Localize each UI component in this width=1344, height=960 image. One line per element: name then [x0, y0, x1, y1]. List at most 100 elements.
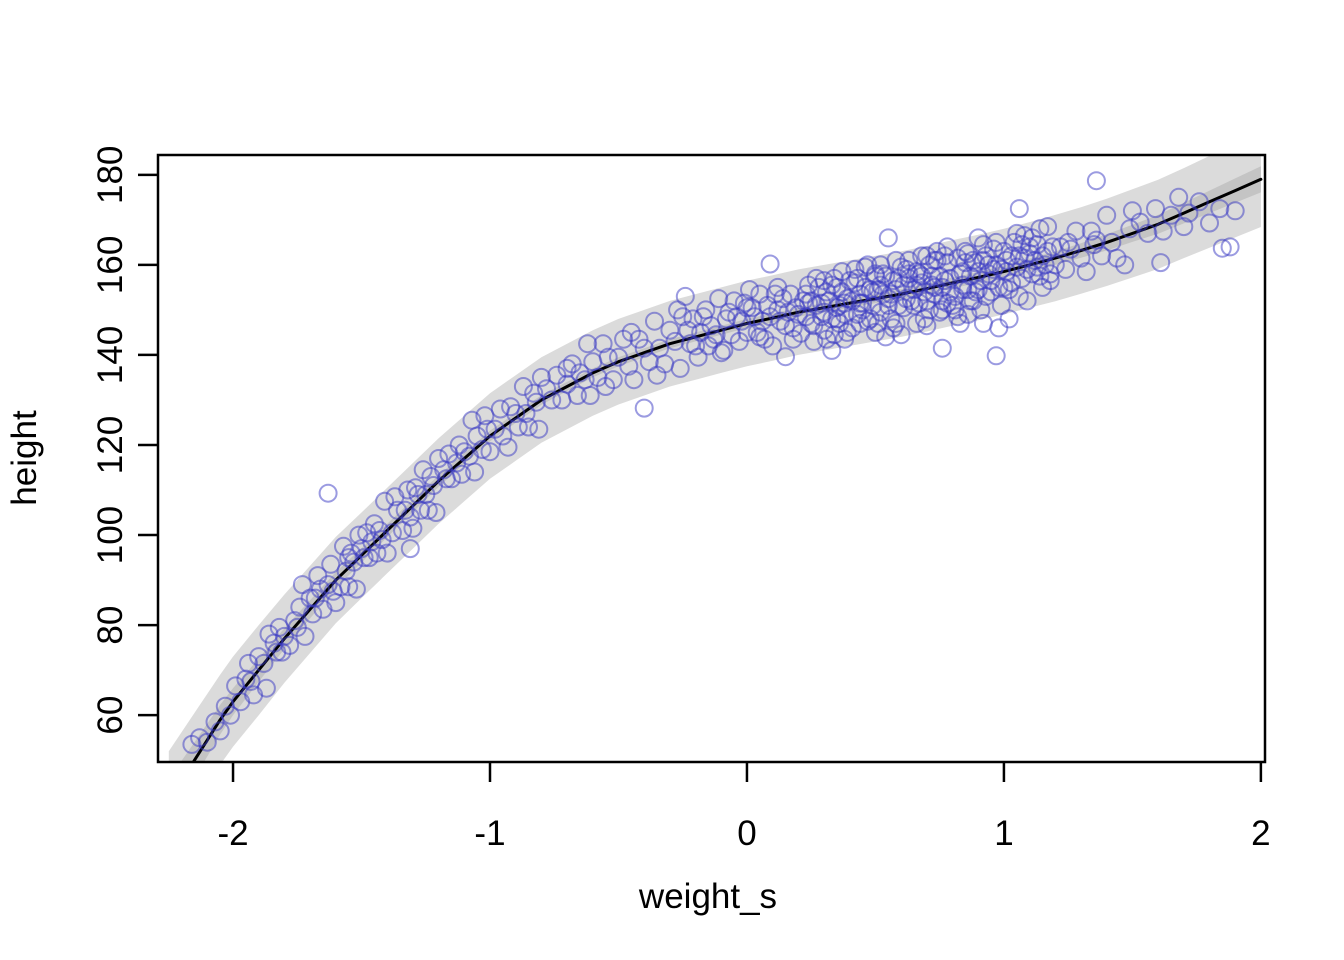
data-point	[341, 543, 361, 563]
data-point	[670, 358, 690, 378]
data-point	[321, 554, 341, 574]
data-point	[449, 435, 469, 455]
data-point	[395, 500, 415, 520]
y-tick-label: 160	[91, 236, 130, 294]
data-point	[506, 404, 526, 423]
data-point	[788, 304, 808, 324]
data-point	[878, 228, 898, 248]
data-point	[598, 347, 618, 367]
data-point	[678, 320, 698, 340]
data-point	[1045, 255, 1065, 275]
data-point	[519, 417, 538, 437]
data-point	[799, 293, 819, 313]
data-point	[984, 259, 1004, 279]
data-point	[760, 254, 780, 274]
data-point	[465, 462, 485, 482]
data-point	[845, 259, 865, 279]
data-point	[1097, 205, 1117, 225]
data-point	[1066, 221, 1086, 241]
x-tick-label: 2	[1251, 814, 1270, 853]
data-point	[531, 367, 551, 387]
scatter-points	[182, 171, 1245, 754]
data-point	[1210, 199, 1230, 219]
data-point	[1146, 199, 1165, 219]
data-point	[997, 250, 1016, 270]
data-point	[197, 732, 217, 752]
y-tick-label: 100	[91, 506, 130, 564]
plot-border	[156, 153, 1267, 764]
data-point	[477, 419, 497, 439]
data-point	[400, 539, 420, 559]
data-point	[1120, 219, 1140, 239]
data-point	[1017, 291, 1037, 311]
data-point	[688, 347, 708, 367]
data-point	[259, 624, 279, 644]
data-point	[239, 653, 258, 673]
data-point	[896, 259, 916, 279]
data-point	[256, 678, 276, 698]
data-point	[1015, 226, 1034, 246]
data-point	[673, 307, 693, 327]
data-point	[305, 588, 325, 608]
data-point	[578, 334, 598, 354]
data-point	[737, 322, 757, 342]
data-point	[1002, 246, 1022, 266]
data-point	[1015, 248, 1034, 268]
data-point	[1020, 237, 1040, 257]
data-point	[290, 597, 310, 617]
data-point	[776, 347, 795, 367]
y-tick-label: 180	[91, 146, 130, 204]
x-axis-title: weight_s	[638, 877, 777, 916]
data-point	[452, 464, 472, 484]
data-point	[1189, 192, 1209, 212]
data-point	[634, 338, 654, 358]
data-point	[958, 280, 978, 300]
data-point	[375, 491, 395, 511]
data-point	[701, 316, 721, 336]
data-point	[1161, 205, 1181, 225]
data-point	[958, 304, 978, 324]
data-point	[418, 500, 438, 520]
y-tick-label: 120	[91, 416, 130, 474]
data-point	[526, 392, 546, 412]
data-point	[339, 577, 359, 597]
data-point	[537, 379, 556, 399]
x-axis-ticks: -2 -1 0 1 2	[217, 762, 1271, 853]
data-point	[706, 325, 726, 345]
data-point	[1071, 248, 1091, 268]
data-point	[891, 325, 911, 345]
data-point	[1012, 268, 1032, 288]
data-point	[1220, 237, 1240, 257]
data-point	[241, 671, 261, 691]
x-tick-label: -1	[474, 814, 505, 853]
data-point	[403, 518, 423, 538]
data-point	[280, 635, 300, 655]
data-point	[955, 253, 975, 273]
data-point	[968, 228, 988, 248]
y-axis-ticks: 60 80 100 120 140 160 180	[91, 146, 158, 735]
data-point	[1212, 238, 1232, 258]
data-point	[845, 273, 865, 293]
data-point	[971, 300, 991, 320]
y-tick-label: 60	[91, 696, 130, 735]
data-point	[593, 334, 613, 354]
data-point	[580, 386, 600, 405]
data-point	[542, 390, 562, 410]
data-point	[675, 286, 695, 306]
data-point	[1169, 187, 1189, 207]
data-point	[1076, 262, 1096, 282]
data-point	[480, 442, 500, 462]
data-point	[634, 398, 654, 418]
data-point	[1086, 171, 1106, 191]
data-point	[426, 503, 446, 522]
data-point	[1030, 266, 1050, 286]
y-tick-label: 80	[91, 606, 130, 645]
data-point	[339, 548, 359, 568]
data-point	[989, 277, 1009, 297]
data-point	[295, 626, 315, 646]
data-point	[364, 514, 384, 534]
data-point	[740, 280, 759, 300]
data-point	[912, 273, 932, 293]
y-axis-title: height	[5, 410, 44, 506]
